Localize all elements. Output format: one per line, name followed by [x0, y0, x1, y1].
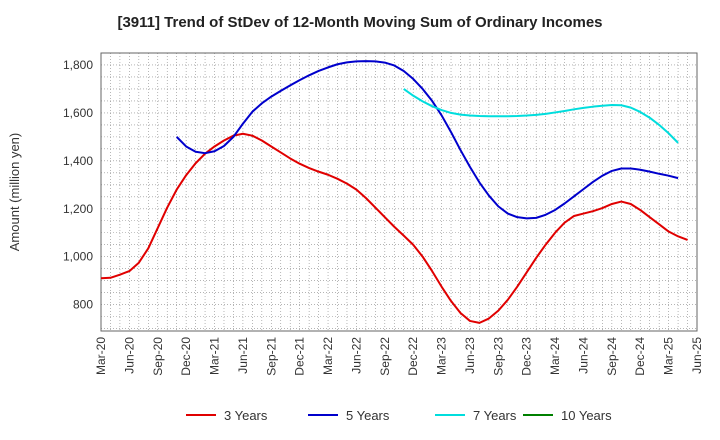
x-tick-label: Sep-22	[378, 337, 392, 376]
x-tick-label: Mar-23	[435, 337, 449, 375]
x-tick-label: Dec-24	[633, 337, 647, 376]
x-tick-label: Mar-20	[94, 337, 108, 375]
legend-label: 10 Years	[561, 408, 612, 423]
x-tick-label: Dec-23	[520, 337, 534, 376]
grid	[100, 52, 698, 331]
x-tick-label: Sep-21	[264, 337, 278, 376]
y-tick-label: 1,600	[63, 106, 93, 120]
legend-label: 3 Years	[224, 408, 268, 423]
chart-title: [3911] Trend of StDev of 12-Month Moving…	[117, 14, 603, 31]
series-line-7-years	[403, 88, 679, 144]
y-tick-label: 1,800	[63, 58, 93, 72]
x-axis: Mar-20 Jun-20 Sep-20 Dec-20 Mar-21 Jun-21 Sep-…	[94, 337, 704, 376]
y-tick-label: 1,200	[63, 202, 93, 216]
legend: 3 Years 5 Years 7 Years 10 Years	[186, 408, 612, 423]
x-tick-label: Jun-25	[690, 337, 704, 374]
x-tick-label: Sep-23	[491, 337, 505, 376]
plot-frame	[100, 52, 698, 332]
series-layer	[100, 60, 688, 324]
x-tick-label: Jun-20	[122, 337, 136, 374]
series-line-3-years	[100, 132, 688, 324]
series-line-5-years	[175, 60, 679, 220]
y-tick-label: 1,000	[63, 250, 93, 264]
x-tick-label: Mar-25	[662, 337, 676, 375]
y-tick-label: 1,400	[63, 154, 93, 168]
y-tick-label: 800	[73, 298, 93, 312]
legend-label: 5 Years	[346, 408, 390, 423]
x-tick-label: Dec-22	[406, 337, 420, 376]
y-axis-title: Amount (million yen)	[7, 133, 22, 252]
x-tick-label: Jun-23	[463, 337, 477, 374]
x-tick-label: Mar-21	[208, 337, 222, 375]
x-tick-label: Sep-20	[151, 337, 165, 376]
x-tick-label: Dec-20	[179, 337, 193, 376]
x-tick-label: Jun-21	[236, 337, 250, 374]
x-tick-label: Sep-24	[605, 337, 619, 376]
y-axis: 800 1,000 1,200 1,400 1,600 1,800	[63, 58, 93, 312]
x-tick-label: Dec-21	[293, 337, 307, 376]
x-tick-label: Mar-24	[548, 337, 562, 375]
x-tick-label: Mar-22	[321, 337, 335, 375]
x-tick-label: Jun-22	[349, 337, 363, 374]
legend-label: 7 Years	[473, 408, 517, 423]
x-tick-label: Jun-24	[576, 337, 590, 374]
